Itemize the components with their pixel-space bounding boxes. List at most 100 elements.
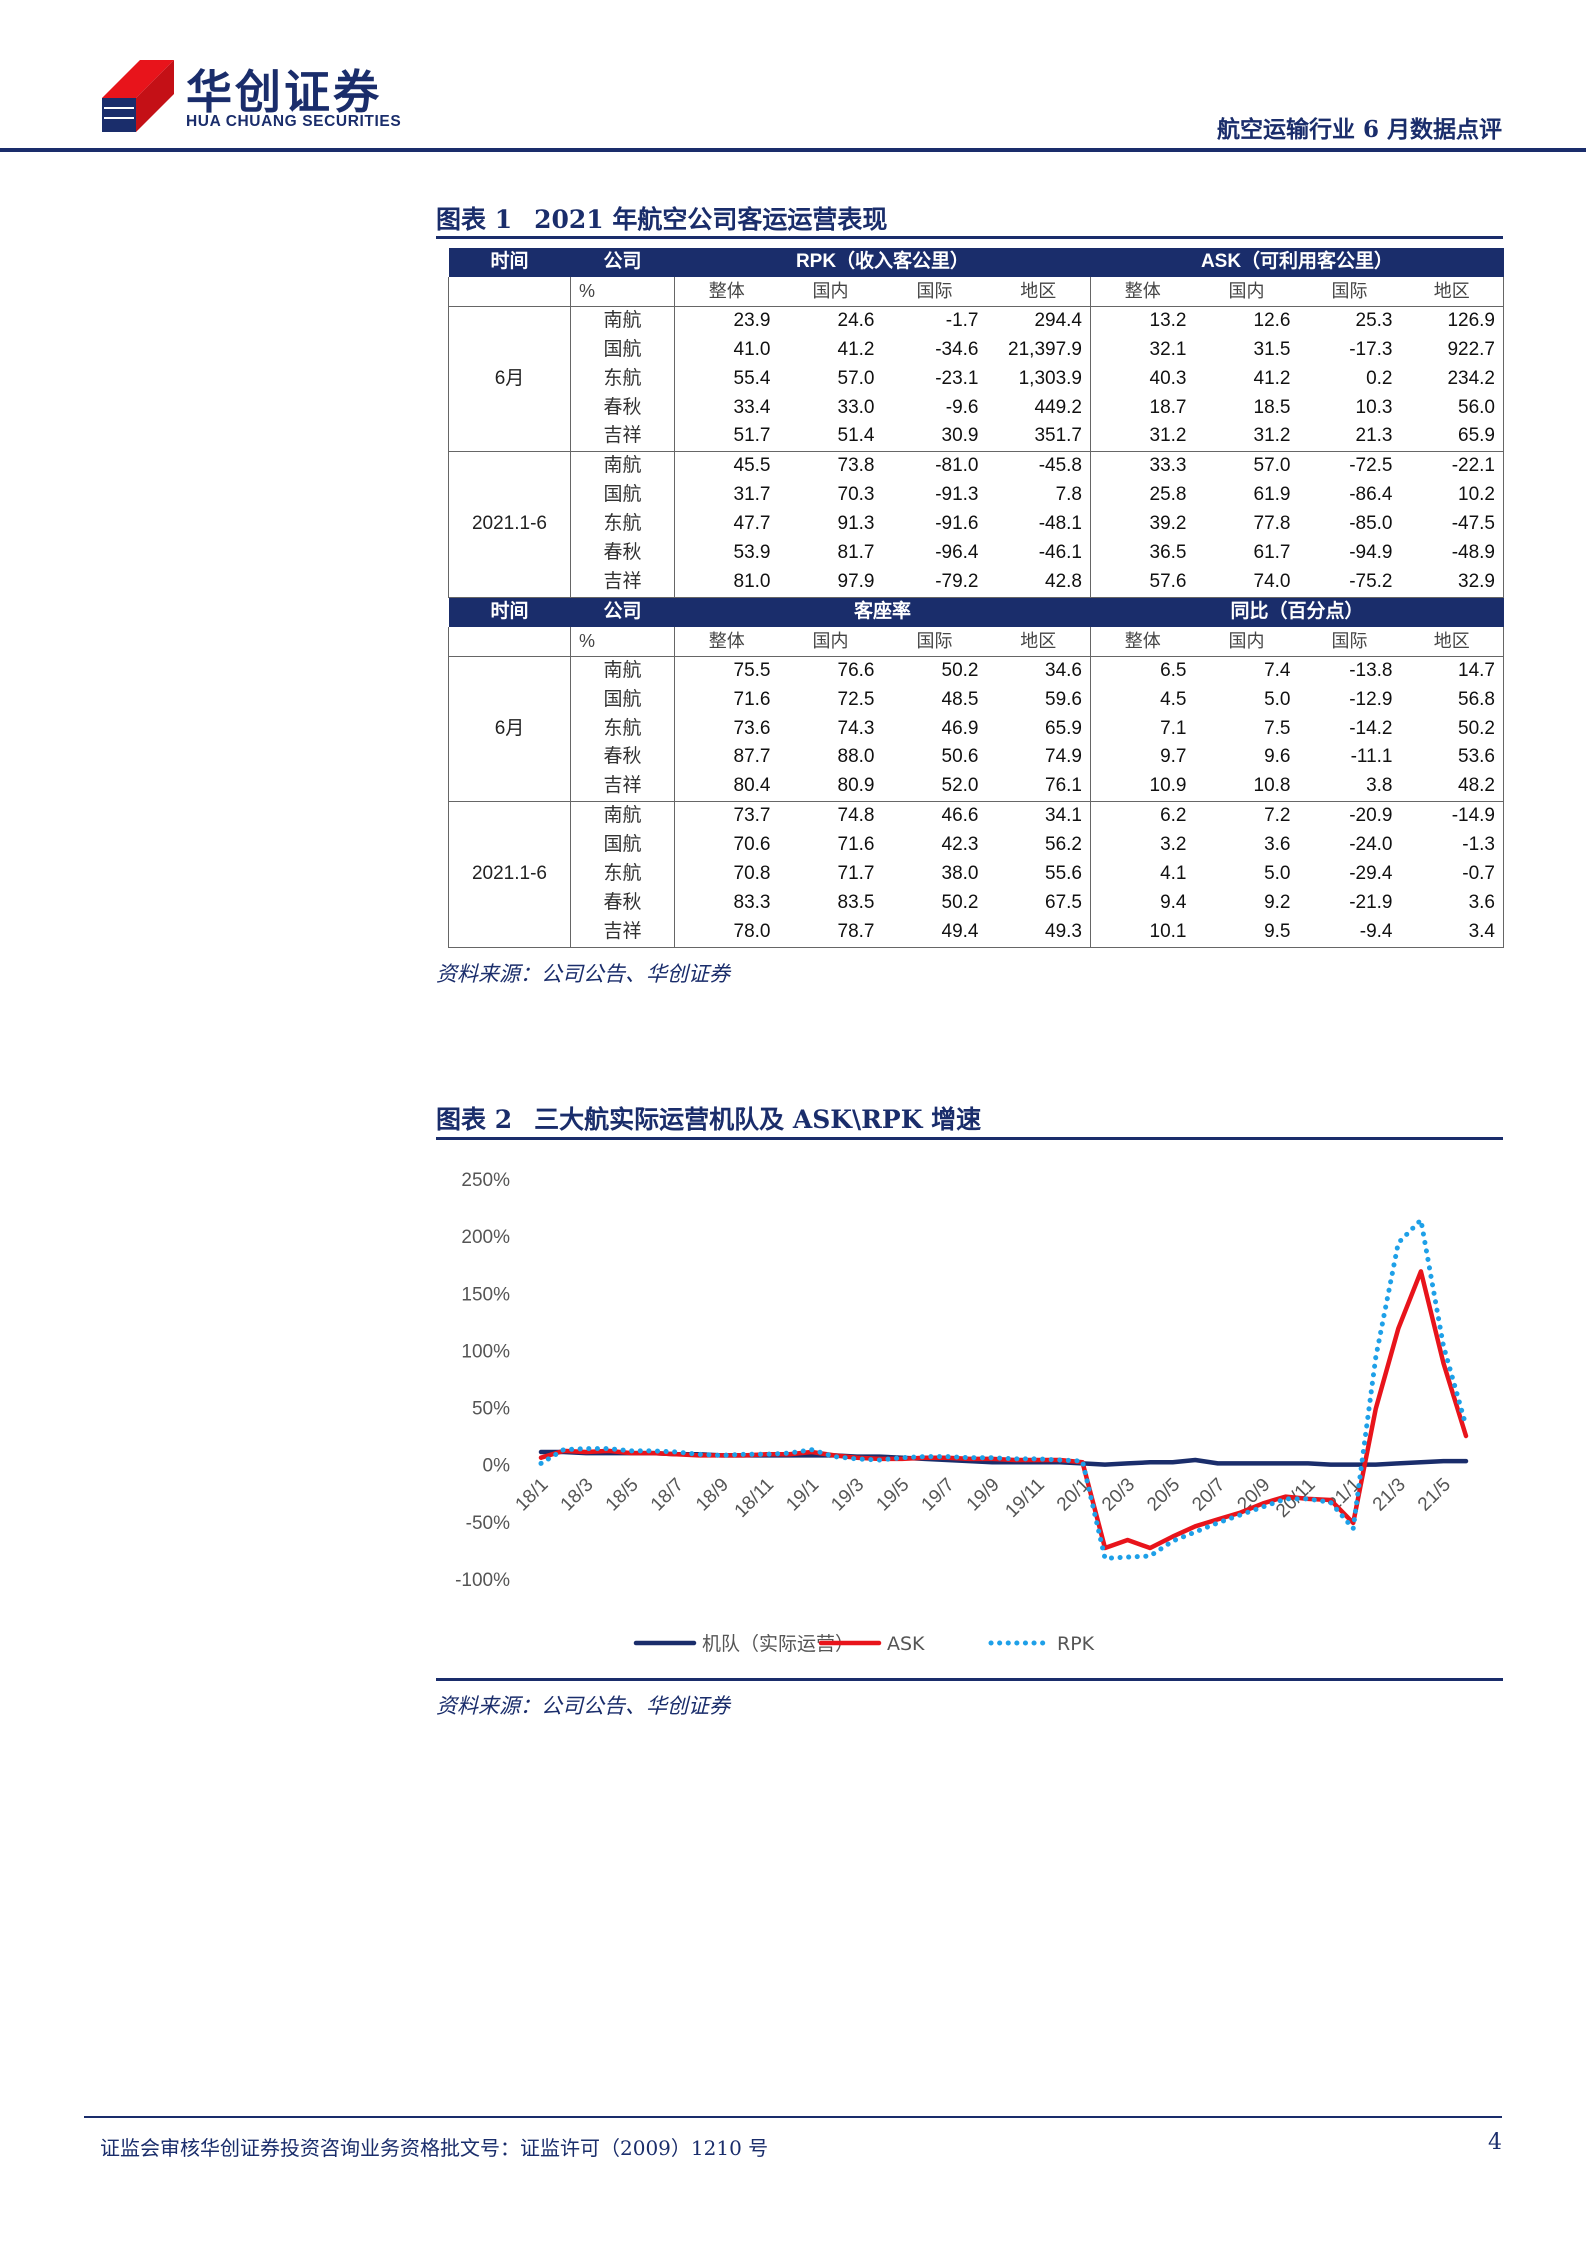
value-cell: 72.5 [837,688,875,710]
x-tick-label: 19/9 [963,1474,1004,1515]
value-cell: 9.5 [1194,917,1299,948]
company-cell: 东航 [570,714,675,744]
value-cell: 38.0 [941,863,979,885]
value-cell: 50.2 [941,891,979,913]
value-cell: 71.7 [837,863,875,885]
value-cell: 42.3 [941,834,979,856]
value-cell: 24.6 [837,309,875,331]
value-cell: 88.0 [837,746,875,768]
value-cell: 449.2 [1034,396,1082,418]
subheader-cell: 整体 [1090,276,1195,307]
value-cell: 234.2 [1400,364,1504,394]
company-cell: 吉祥 [570,917,675,948]
value-cell: -91.6 [935,513,979,535]
header-time: 时间 [448,248,571,277]
value-cell: 46.6 [941,805,979,827]
value-cell: -34.6 [935,338,979,360]
value-cell: 21,397.9 [1008,338,1082,360]
table-row: 吉祥 80.4 80.9 52.0 76.1 10.9 10.8 3.8 48.2 [449,772,1504,803]
y-tick-label: 0% [483,1456,511,1477]
report-title: 航空运输行业 6 月数据点评 [1216,116,1502,143]
subheader-cell: 整体 [674,276,779,307]
value-cell: -1.3 [1400,831,1504,861]
value-cell: 56.2 [1045,834,1082,856]
header-group-b: ASK（可利用客公里） [1090,248,1504,277]
value-cell: 1,303.9 [1018,367,1082,389]
value-cell: 55.4 [674,364,779,394]
value-cell: -45.8 [1038,455,1082,477]
value-cell: 50.6 [941,746,979,768]
value-cell: 80.9 [778,772,883,803]
period-cell: 2021.1-6 [448,801,571,948]
value-cell: 25.3 [1355,309,1393,331]
value-cell: 81.7 [837,542,875,564]
figure2-caption: 三大航实际运营机队及 ASK\RPK 增速 [534,1105,982,1134]
value-cell: 45.5 [674,451,779,482]
value-cell: 40.3 [1090,364,1195,394]
value-cell: 10.2 [1400,481,1504,511]
value-cell: 10.1 [1090,917,1195,948]
value-cell: 3.8 [1298,772,1401,803]
value-cell: 294.4 [1034,309,1082,331]
header-rule [0,148,1586,152]
value-cell: 3.2 [1090,831,1195,861]
value-cell: 126.9 [1400,306,1504,336]
subheader-unit: % [570,626,675,657]
value-cell: 34.1 [1045,805,1082,827]
subheader-cell: 国内 [778,276,883,307]
value-cell: 36.5 [1090,539,1195,568]
footer-license: 证监会审核华创证券投资咨询业务资格批文号：证监许可（2009）1210 号 [100,2136,769,2160]
x-tick-label: 19/3 [827,1474,868,1515]
company-cell: 春秋 [570,539,675,568]
x-tick-label: 20/5 [1143,1474,1184,1515]
table-row: 东航 47.7 91.3 -91.6 -48.1 39.2 77.8 -85.0 -47.5 [449,510,1504,540]
subheader-cell: 地区 [986,626,1091,657]
value-cell: 48.5 [941,688,979,710]
subheader-cell: 国际 [1298,626,1401,657]
value-cell: -24.0 [1349,834,1393,856]
value-cell: 70.3 [837,484,875,506]
value-cell: 7.5 [1264,717,1291,739]
value-cell: 74.3 [837,717,875,739]
table-row: 吉祥 51.7 51.4 30.9 351.7 31.2 31.2 21.3 65.9 [449,422,1504,453]
period-cell: 2021.1-6 [448,451,571,598]
value-cell: 73.7 [674,801,779,832]
value-cell: 21.3 [1298,422,1401,453]
value-cell: 57.0 [837,367,875,389]
value-cell: 57.6 [1090,567,1195,598]
value-cell: 55.6 [1045,863,1082,885]
value-cell: 56.8 [1400,685,1504,715]
value-cell: 71.6 [837,834,875,856]
x-tick-label: 18/3 [557,1474,598,1515]
x-tick-label: 19/1 [782,1474,823,1515]
x-tick-label: 20/3 [1098,1474,1139,1515]
value-cell: 12.6 [1253,309,1291,331]
company-cell: 东航 [570,860,675,889]
x-tick-label: 18/7 [647,1474,688,1515]
value-cell: 91.3 [837,513,875,535]
table-row: 2021.1-6 南航 45.5 73.8 -81.0 -45.8 33.3 57.0 -72.… [448,451,1504,598]
value-cell: -11.1 [1350,746,1393,768]
logo-chinese-name: 华创证券 [186,65,382,119]
subheader-cell: 国内 [1194,626,1299,657]
value-cell: 14.7 [1400,656,1504,686]
legend-label: ASK [887,1633,925,1655]
value-cell: 351.7 [986,422,1091,453]
table-subheader-row: % 整体 国内 国际 地区 整体 国内 国际 地区 [448,626,1504,657]
header-group-b: 同比（百分点） [1090,597,1504,627]
subheader-cell: 地区 [1400,276,1504,307]
value-cell: -29.4 [1349,863,1393,885]
x-tick-label: 21/3 [1369,1474,1410,1515]
value-cell: -47.5 [1400,510,1504,540]
value-cell: 78.0 [674,917,779,948]
value-cell: -94.9 [1349,542,1393,564]
value-cell: 53.9 [674,539,779,568]
y-tick-label: 150% [461,1284,510,1305]
value-cell: 73.8 [837,455,875,477]
x-tick-label: 18/1 [512,1474,553,1515]
fleet-ask-rpk-line-chart: 250%200%150%100%50%0%-50%-100%18/1 18/3 18… [455,1170,1469,1655]
value-cell: 6.2 [1090,801,1195,832]
y-tick-label: -100% [455,1570,510,1591]
value-cell: -14.9 [1400,801,1504,832]
period-cell: 6月 [448,656,571,803]
